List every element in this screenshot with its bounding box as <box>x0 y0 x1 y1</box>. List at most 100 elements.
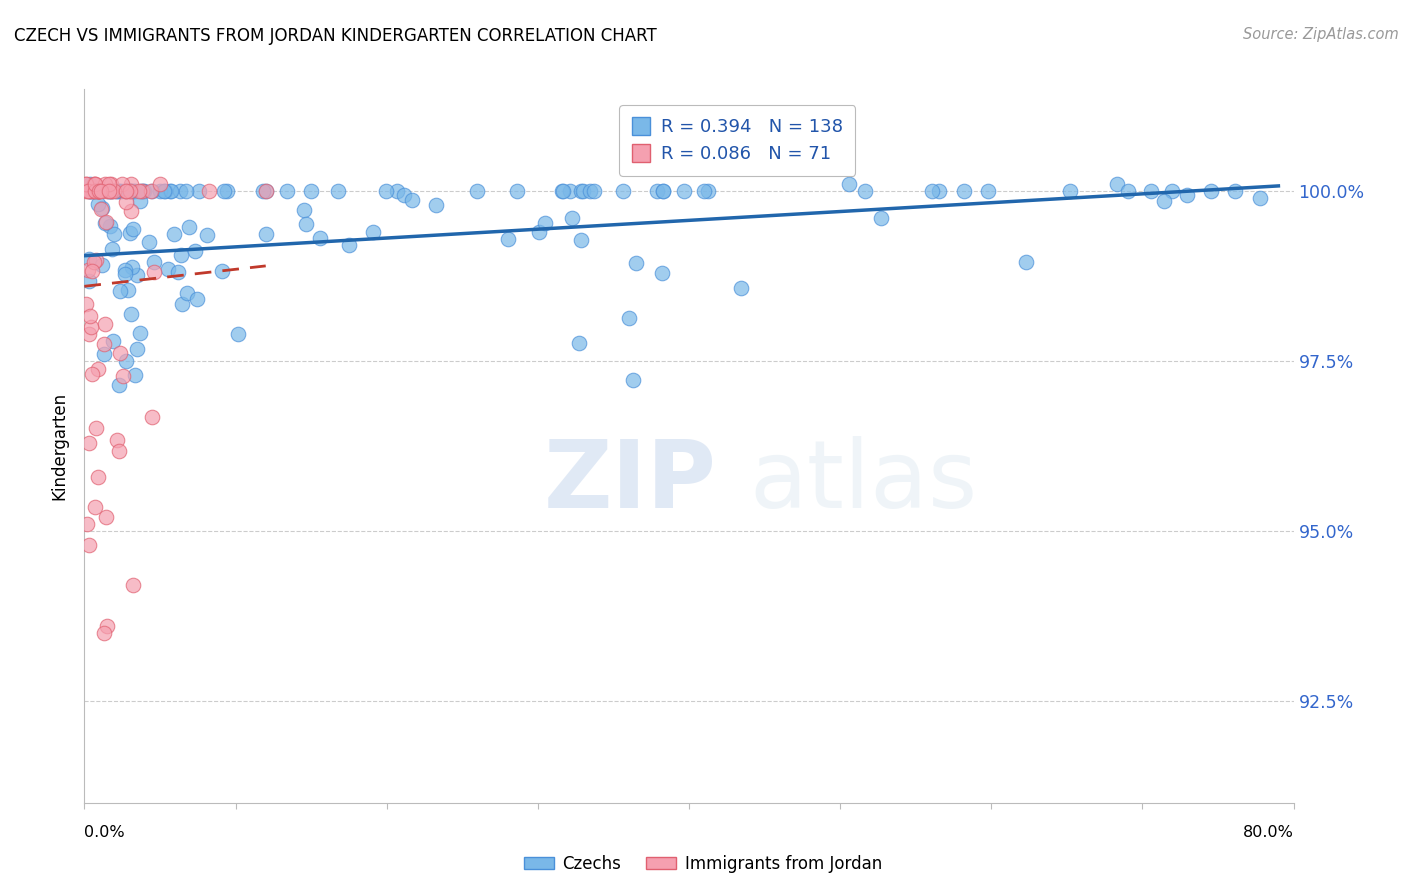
Point <box>84 500 107 514</box>
Point <box>121 260 143 275</box>
Point <box>91 201 114 215</box>
Point <box>75 184 97 198</box>
Point <box>79 310 101 324</box>
Point <box>80 319 103 334</box>
Point <box>84 252 107 267</box>
Point <box>115 354 138 368</box>
Point <box>730 281 752 295</box>
Point <box>83 255 105 269</box>
Point <box>673 184 696 198</box>
Point <box>252 184 274 198</box>
Point <box>105 184 128 198</box>
Point <box>121 221 143 235</box>
Point <box>90 184 112 198</box>
Point <box>80 184 103 198</box>
Point <box>97 184 120 198</box>
Point <box>84 420 107 434</box>
Point <box>693 184 716 198</box>
Point <box>612 184 634 198</box>
Point <box>103 184 125 198</box>
Point <box>77 435 100 450</box>
Point <box>921 184 943 198</box>
Point <box>125 268 148 283</box>
Point <box>115 184 138 198</box>
Point <box>114 263 136 277</box>
Point <box>551 184 574 198</box>
Point <box>1249 191 1271 205</box>
Point <box>1107 178 1129 192</box>
Point <box>853 184 876 198</box>
Point <box>120 184 142 198</box>
Point <box>87 184 110 198</box>
Point <box>98 219 121 233</box>
Point <box>568 335 591 350</box>
Point <box>179 219 201 234</box>
Point <box>87 361 110 376</box>
Point <box>93 626 115 640</box>
Point <box>118 226 141 240</box>
Point <box>77 274 100 288</box>
Point <box>160 184 183 198</box>
Point <box>100 178 122 192</box>
Point <box>77 252 100 266</box>
Point <box>115 184 138 198</box>
Point <box>176 184 198 198</box>
Point <box>100 184 122 198</box>
Point <box>149 178 172 192</box>
Point <box>1059 184 1081 198</box>
Text: atlas: atlas <box>749 435 977 528</box>
Point <box>139 184 162 198</box>
Point <box>138 235 160 249</box>
Point <box>226 326 249 341</box>
Point <box>110 345 132 359</box>
Point <box>561 211 583 225</box>
Point <box>186 293 208 307</box>
Point <box>120 204 142 219</box>
Point <box>96 215 118 229</box>
Point <box>110 184 132 198</box>
Point <box>170 297 193 311</box>
Point <box>129 184 152 198</box>
Point <box>101 184 124 198</box>
Point <box>529 225 551 239</box>
Point <box>94 510 117 524</box>
Point <box>838 178 860 192</box>
Point <box>101 242 124 256</box>
Text: 0.0%: 0.0% <box>84 825 125 840</box>
Point <box>292 203 315 218</box>
Point <box>163 227 186 241</box>
Point <box>401 193 423 207</box>
Point <box>534 216 557 230</box>
Point <box>254 184 277 198</box>
Point <box>124 184 146 198</box>
Point <box>100 184 122 198</box>
Point <box>114 184 136 198</box>
Point <box>75 178 97 192</box>
Point <box>326 184 349 198</box>
Point <box>295 217 318 231</box>
Point <box>93 347 115 361</box>
Point <box>572 184 595 198</box>
Point <box>97 178 120 192</box>
Point <box>79 184 101 198</box>
Point <box>107 444 129 458</box>
Point <box>107 378 129 392</box>
Point <box>89 184 111 198</box>
Point <box>120 178 142 192</box>
Point <box>551 184 574 198</box>
Point <box>86 184 108 198</box>
Legend: R = 0.394   N = 138, R = 0.086   N = 71: R = 0.394 N = 138, R = 0.086 N = 71 <box>619 105 855 176</box>
Point <box>84 184 107 198</box>
Point <box>82 184 104 198</box>
Y-axis label: Kindergarten: Kindergarten <box>51 392 69 500</box>
Point <box>98 184 121 198</box>
Point <box>83 178 105 192</box>
Point <box>254 227 277 241</box>
Point <box>103 227 125 241</box>
Point <box>142 255 165 269</box>
Point <box>114 268 136 282</box>
Point <box>1175 188 1198 202</box>
Point <box>84 178 107 192</box>
Point <box>645 184 668 198</box>
Point <box>77 184 100 198</box>
